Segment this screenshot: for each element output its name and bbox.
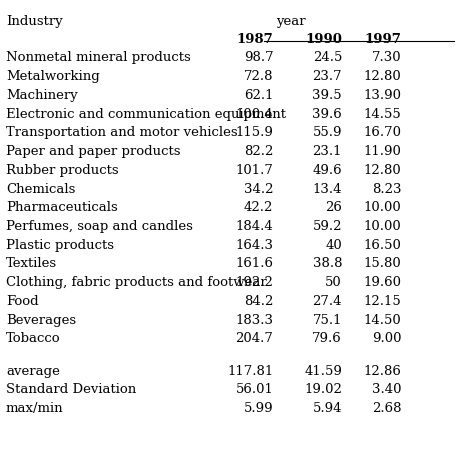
Text: 55.9: 55.9 xyxy=(312,126,341,139)
Text: 12.15: 12.15 xyxy=(363,295,401,308)
Text: Food: Food xyxy=(6,295,39,308)
Text: 192.2: 192.2 xyxy=(235,276,273,289)
Text: Plastic products: Plastic products xyxy=(6,239,114,252)
Text: Textiles: Textiles xyxy=(6,257,57,270)
Text: 42.2: 42.2 xyxy=(244,201,273,214)
Text: 100.4: 100.4 xyxy=(235,108,273,120)
Text: Machinery: Machinery xyxy=(6,89,78,102)
Text: 59.2: 59.2 xyxy=(312,220,341,233)
Text: 161.6: 161.6 xyxy=(235,257,273,270)
Text: Paper and paper products: Paper and paper products xyxy=(6,145,180,158)
Text: 84.2: 84.2 xyxy=(244,295,273,308)
Text: year: year xyxy=(275,15,305,28)
Text: 38.8: 38.8 xyxy=(312,257,341,270)
Text: 79.6: 79.6 xyxy=(312,332,341,345)
Text: 14.55: 14.55 xyxy=(363,108,401,120)
Text: 19.02: 19.02 xyxy=(303,383,341,396)
Text: 184.4: 184.4 xyxy=(235,220,273,233)
Text: 9.00: 9.00 xyxy=(371,332,401,345)
Text: Metalworking: Metalworking xyxy=(6,70,100,83)
Text: Standard Deviation: Standard Deviation xyxy=(6,383,136,396)
Text: max/min: max/min xyxy=(6,402,63,415)
Text: 1987: 1987 xyxy=(236,33,273,46)
Text: 204.7: 204.7 xyxy=(235,332,273,345)
Text: 101.7: 101.7 xyxy=(235,164,273,177)
Text: Tobacco: Tobacco xyxy=(6,332,61,345)
Text: Chemicals: Chemicals xyxy=(6,182,75,195)
Text: 115.9: 115.9 xyxy=(235,126,273,139)
Text: 8.23: 8.23 xyxy=(371,182,401,195)
Text: 39.5: 39.5 xyxy=(312,89,341,102)
Text: 39.6: 39.6 xyxy=(312,108,341,120)
Text: 75.1: 75.1 xyxy=(312,314,341,327)
Text: 56.01: 56.01 xyxy=(235,383,273,396)
Text: 12.80: 12.80 xyxy=(363,70,401,83)
Text: 11.90: 11.90 xyxy=(363,145,401,158)
Text: 5.99: 5.99 xyxy=(243,402,273,415)
Text: 5.94: 5.94 xyxy=(312,402,341,415)
Text: 98.7: 98.7 xyxy=(243,51,273,64)
Text: average: average xyxy=(6,365,60,378)
Text: 82.2: 82.2 xyxy=(244,145,273,158)
Text: 14.50: 14.50 xyxy=(363,314,401,327)
Text: 10.00: 10.00 xyxy=(363,220,401,233)
Text: Electronic and communication equipment: Electronic and communication equipment xyxy=(6,108,285,120)
Text: 12.86: 12.86 xyxy=(363,365,401,378)
Text: 62.1: 62.1 xyxy=(243,89,273,102)
Text: 50: 50 xyxy=(325,276,341,289)
Text: Pharmaceuticals: Pharmaceuticals xyxy=(6,201,118,214)
Text: 10.00: 10.00 xyxy=(363,201,401,214)
Text: Industry: Industry xyxy=(6,15,62,28)
Text: 1997: 1997 xyxy=(364,33,401,46)
Text: 16.70: 16.70 xyxy=(363,126,401,139)
Text: 26: 26 xyxy=(325,201,341,214)
Text: 49.6: 49.6 xyxy=(312,164,341,177)
Text: 23.1: 23.1 xyxy=(312,145,341,158)
Text: 27.4: 27.4 xyxy=(312,295,341,308)
Text: Beverages: Beverages xyxy=(6,314,76,327)
Text: 19.60: 19.60 xyxy=(363,276,401,289)
Text: 15.80: 15.80 xyxy=(363,257,401,270)
Text: 7.30: 7.30 xyxy=(371,51,401,64)
Text: 72.8: 72.8 xyxy=(243,70,273,83)
Text: Rubber products: Rubber products xyxy=(6,164,118,177)
Text: 183.3: 183.3 xyxy=(235,314,273,327)
Text: 24.5: 24.5 xyxy=(312,51,341,64)
Text: 16.50: 16.50 xyxy=(363,239,401,252)
Text: 13.90: 13.90 xyxy=(363,89,401,102)
Text: 40: 40 xyxy=(325,239,341,252)
Text: 12.80: 12.80 xyxy=(363,164,401,177)
Text: Transportation and motor vehicles: Transportation and motor vehicles xyxy=(6,126,237,139)
Text: 3.40: 3.40 xyxy=(371,383,401,396)
Text: Perfumes, soap and candles: Perfumes, soap and candles xyxy=(6,220,192,233)
Text: 23.7: 23.7 xyxy=(312,70,341,83)
Text: Nonmetal mineral products: Nonmetal mineral products xyxy=(6,51,190,64)
Text: 41.59: 41.59 xyxy=(303,365,341,378)
Text: 13.4: 13.4 xyxy=(312,182,341,195)
Text: 164.3: 164.3 xyxy=(235,239,273,252)
Text: 1990: 1990 xyxy=(304,33,341,46)
Text: Clothing, fabric products and footwear: Clothing, fabric products and footwear xyxy=(6,276,266,289)
Text: 34.2: 34.2 xyxy=(243,182,273,195)
Text: 117.81: 117.81 xyxy=(227,365,273,378)
Text: 2.68: 2.68 xyxy=(371,402,401,415)
